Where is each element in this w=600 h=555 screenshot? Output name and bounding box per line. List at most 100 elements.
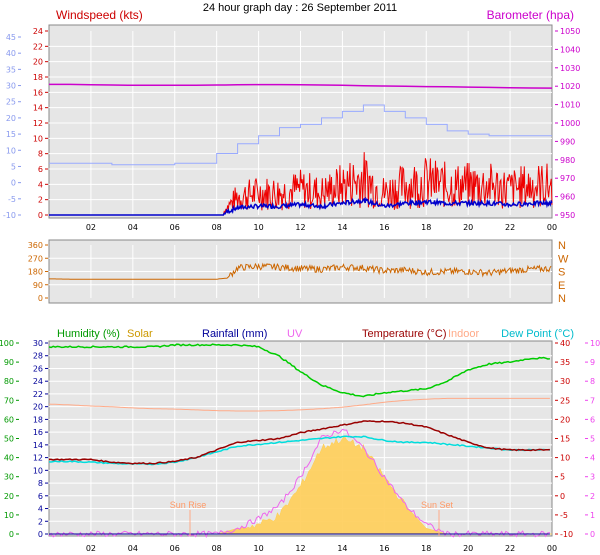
- direction-degree-tick-label: 180: [28, 268, 43, 277]
- temperature-tick-label: -10: [560, 530, 573, 539]
- rainfall-tick-label: 10: [33, 466, 43, 475]
- wind-outer-tick-label: 10: [6, 146, 16, 155]
- x-tick-label: 18: [421, 223, 431, 232]
- humidity-tick-label: 0: [9, 530, 14, 539]
- windspeed-tick-label: 22: [33, 42, 43, 51]
- direction-degree-tick-label: 90: [33, 281, 43, 290]
- x-tick-label: 04: [128, 544, 138, 553]
- wind-outer-tick-label: -5: [8, 195, 16, 204]
- compass-tick-label: W: [558, 253, 569, 265]
- direction-degree-tick-label: 270: [28, 254, 43, 263]
- temperature-tick-label: -5: [560, 511, 568, 520]
- wind-avg-series: [49, 196, 553, 216]
- humidity-tick-label: 60: [4, 415, 14, 424]
- x-tick-label: 16: [379, 223, 389, 232]
- barometer-axis: 1050 1040 1030 1020 1010 1000 990 980 970 960 950: [555, 27, 580, 220]
- x-tick-label: 20: [463, 223, 473, 232]
- barometer-tick-label: 970: [560, 174, 575, 183]
- uv-tick-label: 7: [590, 396, 595, 405]
- temperature-label: Temperature (°C): [362, 328, 446, 340]
- rainfall-tick-label: 18: [33, 415, 43, 424]
- x-tick-label: 22: [505, 223, 515, 232]
- x-tick-label: 10: [253, 544, 263, 553]
- barometer-tick-label: 1000: [560, 119, 580, 128]
- uv-tick-label: 10: [590, 339, 600, 348]
- windspeed-tick-label: 8: [38, 150, 43, 159]
- barometer-tick-label: 950: [560, 211, 575, 220]
- compass-tick-label: S: [558, 267, 565, 279]
- temperature-tick-label: 20: [560, 415, 570, 424]
- direction-degree-tick-label: 0: [38, 294, 43, 303]
- rainfall-tick-label: 28: [33, 352, 43, 361]
- x-tick-label: 10: [253, 223, 263, 232]
- barometer-series: [49, 83, 553, 89]
- lower-legend: Humidity (%) Solar Rainfall (mm) UV Temp…: [57, 328, 574, 340]
- uv-label: UV: [287, 328, 303, 340]
- x-tick-label: 00: [547, 544, 557, 553]
- uv-tick-label: 8: [590, 377, 595, 386]
- solar-label: Solar: [127, 328, 153, 340]
- wind-outer-tick-label: 35: [6, 65, 16, 74]
- wind-outer-tick-label: 30: [6, 82, 16, 91]
- humidity-tick-label: 50: [4, 435, 14, 444]
- humidity-tick-label: 80: [4, 377, 14, 386]
- rainfall-tick-label: 30: [33, 339, 43, 348]
- rainfall-tick-label: 16: [33, 428, 43, 437]
- x-tick-label: 12: [295, 223, 305, 232]
- temperature-tick-label: 10: [560, 454, 570, 463]
- x-tick-label: 12: [295, 544, 305, 553]
- rainfall-tick-label: 24: [33, 377, 43, 386]
- barometer-tick-label: 980: [560, 156, 575, 165]
- rainfall-tick-label: 4: [38, 505, 43, 514]
- wind-outer-tick-label: 15: [6, 130, 16, 139]
- humidity-tick-label: 30: [4, 473, 14, 482]
- indoor-series: [48, 397, 550, 412]
- direction-series: [49, 262, 552, 280]
- graph-title: 24 hour graph day : 26 September 2011: [203, 2, 397, 14]
- temperature-axis: 40 35 30 25 20 15 10 5 0 -5 -10: [555, 339, 573, 539]
- barometer-tick-label: 1020: [560, 82, 580, 91]
- temperature-tick-label: 5: [560, 473, 565, 482]
- rainfall-label: Rainfall (mm): [202, 328, 267, 340]
- rainfall-tick-label: 26: [33, 364, 43, 373]
- direction-degree-axis: 360 270 180 90 0: [28, 241, 48, 303]
- x-tick-label: 04: [128, 223, 138, 232]
- humidity-tick-label: 10: [4, 511, 14, 520]
- x-tick-label: 06: [170, 223, 180, 232]
- windspeed-tick-label: 16: [33, 88, 43, 97]
- compass-tick-label: E: [558, 280, 565, 292]
- barometer-tick-label: 1050: [560, 27, 580, 36]
- temperature-tick-label: 40: [560, 339, 570, 348]
- windspeed-tick-label: 0: [38, 211, 43, 220]
- x-tick-label: 14: [337, 544, 347, 553]
- wind-outer-tick-label: -10: [3, 211, 16, 220]
- uv-tick-label: 1: [590, 511, 595, 520]
- barometer-tick-label: 1040: [560, 45, 580, 54]
- humidity-tick-label: 90: [4, 358, 14, 367]
- indoor-label: Indoor: [448, 328, 480, 340]
- humidity-tick-label: 70: [4, 396, 14, 405]
- compass-tick-label: N: [558, 240, 566, 252]
- x-tick-label: 00: [547, 223, 557, 232]
- sunset-label: Sun Set: [421, 500, 454, 510]
- barometer-tick-label: 990: [560, 137, 575, 146]
- wind-outer-tick-label: 5: [11, 162, 16, 171]
- windspeed-tick-label: 20: [33, 58, 43, 67]
- wind-outer-tick-label: 0: [11, 179, 16, 188]
- uv-tick-label: 3: [590, 473, 595, 482]
- humidity-tick-label: 100: [0, 339, 14, 348]
- x-tick-label: 06: [170, 544, 180, 553]
- humidity-tick-label: 40: [4, 454, 14, 463]
- sunrise-label: Sun Rise: [170, 500, 207, 510]
- rainfall-tick-label: 6: [38, 492, 43, 501]
- uv-tick-label: 2: [590, 492, 595, 501]
- wind-outer-tick-label: 40: [6, 49, 16, 58]
- uv-tick-label: 0: [590, 530, 595, 539]
- wind-outer-axis: 45 40 35 30 25 20 15 10 5 0 -5 -10: [3, 33, 21, 220]
- windspeed-tick-label: 14: [33, 104, 43, 113]
- humidity-series: [48, 343, 550, 398]
- x-tick-label: 02: [86, 223, 96, 232]
